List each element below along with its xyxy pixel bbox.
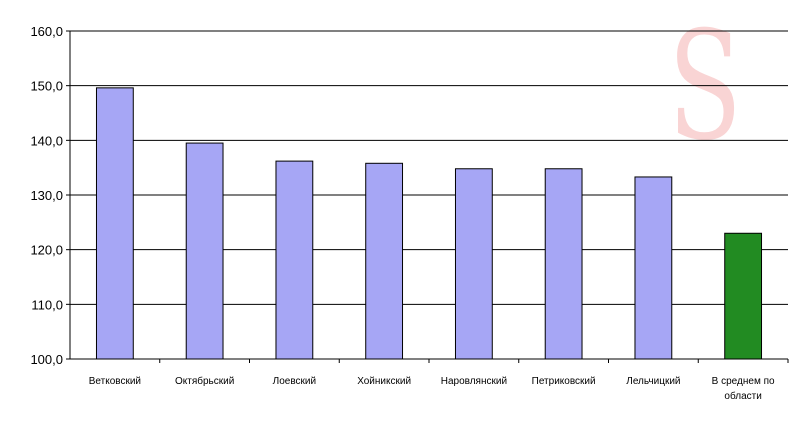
x-tick-label: В среднем по области bbox=[712, 376, 775, 402]
bar bbox=[724, 232, 763, 360]
bar bbox=[634, 176, 673, 360]
y-tick-label: 150,0 bbox=[30, 79, 63, 94]
bar bbox=[454, 168, 493, 360]
x-tick-label: Октябрьский bbox=[175, 375, 234, 387]
bar bbox=[365, 162, 404, 360]
bar bbox=[544, 168, 583, 360]
x-tick-label: Лельчицкий bbox=[626, 376, 680, 387]
x-tick-label: Петриковский bbox=[532, 376, 596, 387]
y-tick-label: 120,0 bbox=[30, 243, 63, 258]
x-tick-label: Наровлянский bbox=[441, 376, 507, 387]
bar bbox=[275, 160, 314, 360]
y-tick-label: 160,0 bbox=[30, 24, 63, 39]
y-tick-label: 110,0 bbox=[31, 297, 63, 312]
y-tick-label: 130,0 bbox=[30, 188, 63, 203]
y-tick-label: 140,0 bbox=[30, 133, 63, 148]
x-tick-label: Хойникский bbox=[357, 376, 411, 387]
x-tick-label: Ветковский bbox=[89, 376, 141, 387]
bar bbox=[95, 87, 134, 360]
x-tick-label: Лоевский bbox=[273, 376, 316, 387]
bar bbox=[185, 142, 224, 360]
y-tick-label: 100,0 bbox=[30, 352, 63, 367]
